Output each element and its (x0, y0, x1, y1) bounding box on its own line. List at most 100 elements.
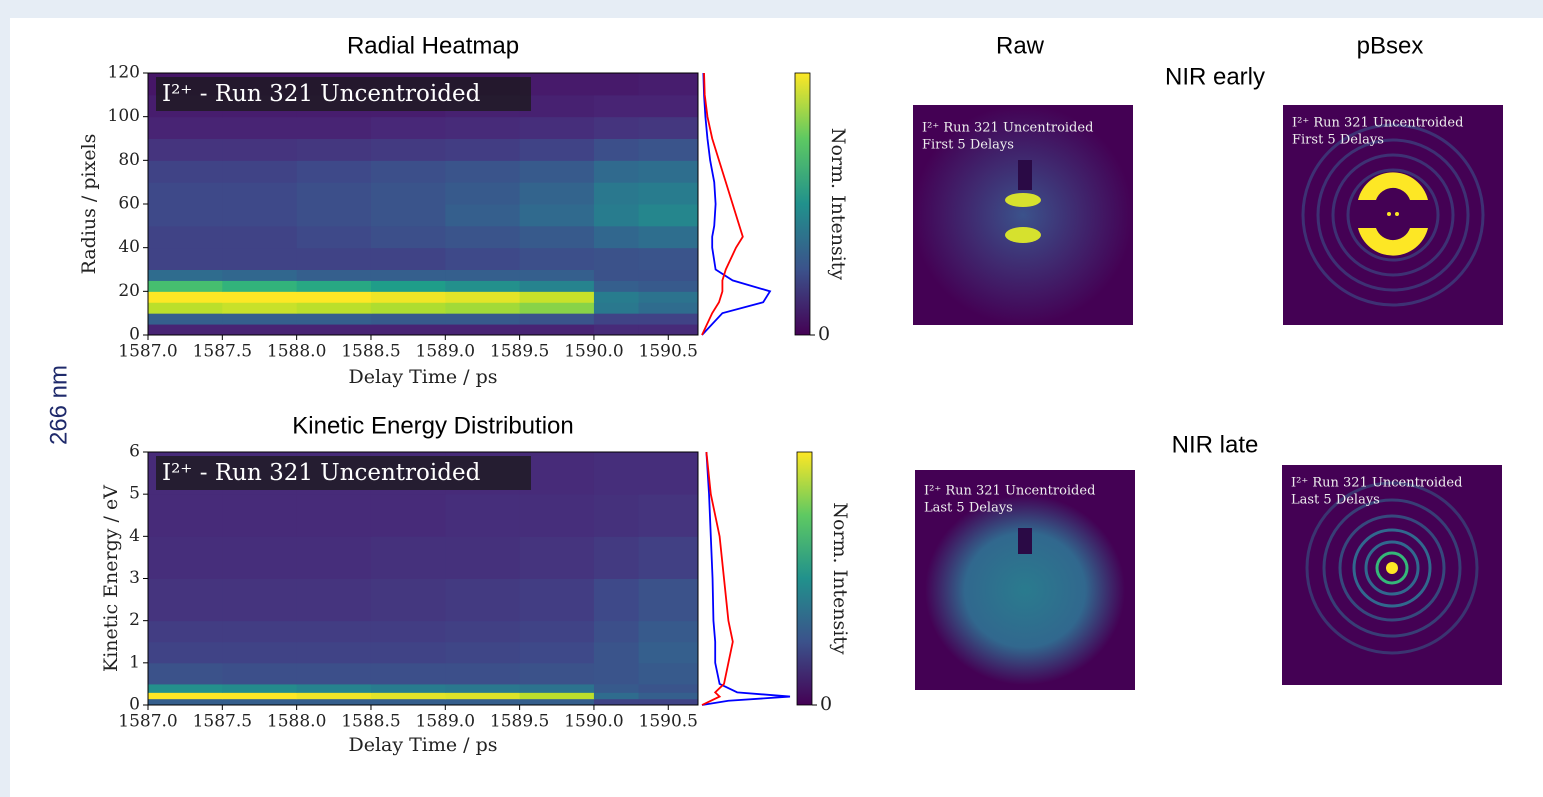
heatmap-cell (638, 641, 699, 664)
x-tick-label: 1589.5 (490, 342, 549, 362)
heatmap-cell (519, 225, 595, 249)
heatmap-cell (222, 269, 298, 281)
heatmap-cell (148, 225, 223, 249)
heatmap-cell (519, 302, 595, 314)
heatmap-cell (296, 138, 372, 161)
heatmap-cell (148, 302, 223, 314)
heatmap-cell (593, 683, 640, 693)
x-tick-label: 1589.5 (490, 712, 549, 732)
x-tick-label: 1588.0 (267, 712, 326, 732)
heatmap-cell (148, 662, 223, 685)
heatmap-cell (296, 247, 372, 270)
x-tick-label: 1588.5 (341, 342, 400, 362)
heatmap-cell (445, 641, 521, 664)
heatmap-cell (445, 302, 521, 314)
y-tick-label: 6 (129, 442, 140, 462)
heatmap-cell (638, 182, 699, 205)
heatmap-cell (519, 94, 595, 118)
heatmap-cell (445, 313, 521, 325)
heatmap-cell (638, 620, 699, 643)
heatmap-cell (638, 302, 699, 314)
heatmap-cell (519, 578, 595, 622)
heatmap-cell (222, 494, 298, 537)
heatmap-cell (148, 578, 223, 622)
x-tick-label: 1589.0 (416, 712, 475, 732)
heatmap-cell (638, 324, 699, 336)
heatmap-cell (445, 247, 521, 270)
heatmap-cell (445, 536, 521, 579)
heatmap-cell (370, 302, 446, 314)
heatmap-cell (519, 494, 595, 537)
heatmap-cell (296, 313, 372, 325)
y-tick-label: 2 (129, 610, 140, 630)
row-header: NIR early (1165, 63, 1265, 90)
heatmap-cell (222, 662, 298, 685)
heatmap-cell (638, 138, 699, 161)
colorbar (796, 451, 813, 706)
heatmap-cell (519, 116, 595, 139)
heatmap-cell (370, 269, 446, 281)
x-axis-label: Delay Time / ps (348, 734, 497, 756)
heatmap-cell (519, 73, 595, 96)
x-tick-label: 1590.5 (639, 342, 698, 362)
y-tick-label: 0 (129, 695, 140, 715)
x-tick-label: 1587.0 (118, 712, 177, 732)
x-tick-label: 1587.5 (193, 342, 252, 362)
y-tick-label: 100 (108, 106, 140, 126)
heatmap-cell (222, 247, 298, 270)
heatmap-cell (296, 324, 372, 336)
y-tick-label: 3 (129, 568, 140, 588)
row-header: NIR late (1172, 431, 1259, 458)
heatmap-cell (148, 160, 223, 183)
heatmap-cell (370, 620, 446, 643)
caption: I²⁺ Run 321 Uncentroided (1292, 116, 1463, 131)
profile-line (701, 451, 734, 706)
heatmap-cell (638, 280, 699, 292)
chart-title: Kinetic Energy Distribution (292, 412, 573, 439)
heatmap-cell (222, 204, 298, 227)
heatmap-cell (593, 662, 640, 685)
x-tick-label: 1590.0 (564, 342, 623, 362)
heatmap-cell (222, 302, 298, 314)
heatmap-cell (519, 160, 595, 183)
column-header: Raw (996, 32, 1045, 59)
heatmap-cell (370, 683, 446, 693)
heatmap-cell (222, 225, 298, 249)
heatmap-cell (222, 683, 298, 693)
heatmap-cell (148, 280, 223, 292)
heatmap-cell (148, 698, 223, 706)
heatmap-cell (370, 494, 446, 537)
annotation-box (156, 456, 531, 490)
heatmap-cell (445, 683, 521, 693)
heatmap-cell (593, 160, 640, 183)
heatmap-cell (638, 536, 699, 579)
heatmap-cell (296, 280, 372, 292)
heatmap-cell (148, 182, 223, 205)
heatmap-cell (519, 313, 595, 325)
heatmap-cell (222, 291, 298, 303)
heatmap-cell (222, 324, 298, 336)
heatmap-cell (593, 452, 640, 495)
heatmap-cell (148, 138, 223, 161)
heatmap-cell (296, 182, 372, 205)
heatmap-cell (445, 160, 521, 183)
heatmap-cell (296, 160, 372, 183)
heatmap-cell (593, 225, 640, 249)
heatmap-cell (296, 641, 372, 664)
heatmap-cell (370, 280, 446, 292)
profile-line (701, 451, 791, 706)
heatmap-cell (519, 698, 595, 706)
y-axis-label: Radius / pixels (78, 134, 100, 275)
heatmap-cell (519, 247, 595, 270)
x-tick-label: 1588.0 (267, 342, 326, 362)
heatmap-cell (638, 291, 699, 303)
heatmap-cell (222, 578, 298, 622)
heatmap-cell (519, 692, 595, 700)
heatmap-cell (445, 620, 521, 643)
heatmap-cell (148, 494, 223, 537)
heatmap-cell (222, 313, 298, 325)
heatmap-cell (296, 494, 372, 537)
y-tick-label: 120 (108, 63, 140, 83)
